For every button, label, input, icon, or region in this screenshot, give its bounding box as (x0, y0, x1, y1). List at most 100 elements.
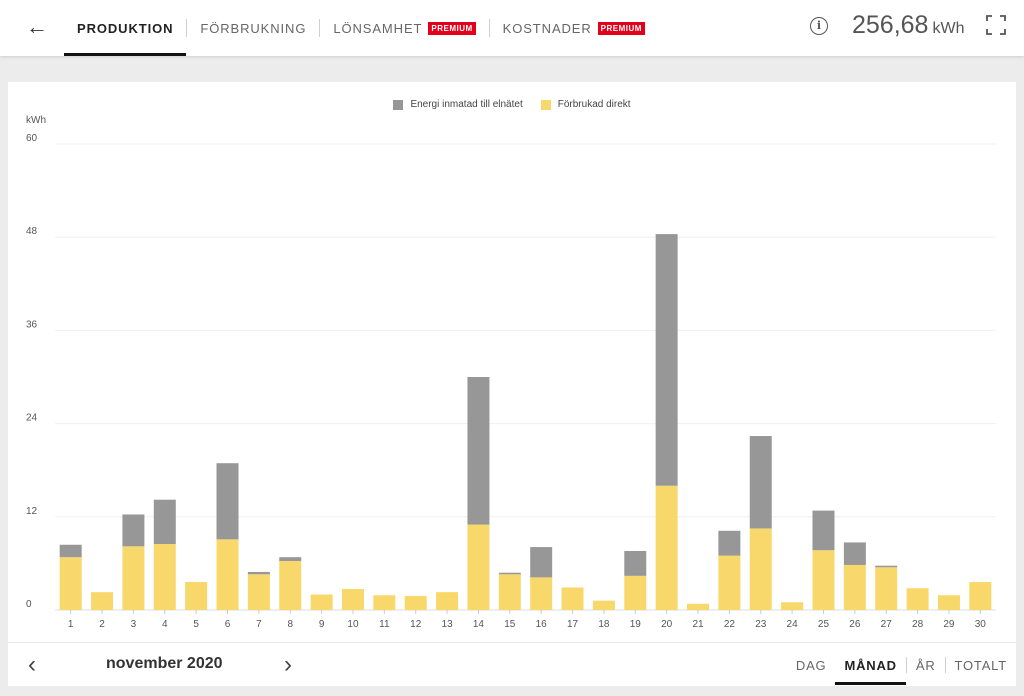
bar-grid-export (216, 463, 239, 540)
x-tick-label: 17 (567, 619, 579, 630)
bar-grid-export (624, 550, 647, 576)
x-tick-label: 4 (162, 619, 168, 630)
view-divider (944, 657, 946, 673)
bar-direct-use (247, 574, 270, 610)
bar-grid-export (530, 547, 553, 578)
view-ar[interactable]: ÅR (907, 643, 945, 687)
fullscreen-icon[interactable] (986, 15, 1006, 35)
bar-direct-use (937, 595, 960, 610)
period-label: november 2020 (106, 655, 223, 672)
y-tick-label: 0 (26, 599, 32, 610)
bar-grid-export (279, 557, 302, 562)
x-tick-label: 29 (943, 619, 955, 630)
chart-footer: ‹ november 2020 › DAG MÅNAD ÅR TOTALT (8, 642, 1016, 687)
info-icon[interactable]: i (810, 17, 828, 35)
total-value: 256,68 (852, 11, 929, 39)
y-tick-label: 24 (26, 413, 38, 424)
y-tick-label: 48 (26, 226, 38, 237)
tab-label: PRODUKTION (77, 20, 174, 36)
tab-lonsamhet[interactable]: LÖNSAMHET PREMIUM (320, 0, 488, 56)
back-arrow-icon[interactable]: ← (26, 14, 48, 39)
x-tick-label: 23 (755, 619, 767, 630)
tab-divider (186, 19, 188, 37)
chevron-left-icon[interactable]: ‹ (28, 651, 36, 678)
chart-panel: kWh 0 12 24 36 48 60 1 2 3 4 5 6 7 8 9 10 11 12 13 14 15 16 17 1… (8, 82, 1016, 686)
bar-direct-use (91, 592, 114, 610)
bar-direct-use (655, 485, 678, 610)
x-tick-label: 30 (975, 619, 987, 630)
legend-item-grid-export[interactable]: Energi inmatad till elnätet (393, 99, 523, 110)
view-dag[interactable]: DAG (787, 643, 836, 687)
view-manad[interactable]: MÅNAD (835, 643, 907, 687)
x-tick-label: 20 (661, 619, 673, 630)
x-tick-label: 21 (692, 619, 704, 630)
main-tabs: PRODUKTION FÖRBRUKNING LÖNSAMHET PREMIUM … (64, 0, 658, 56)
legend-swatch (393, 99, 404, 110)
y-tick-label: 60 (26, 133, 38, 144)
x-tick-label: 2 (99, 619, 105, 630)
bar-direct-use (687, 603, 710, 610)
x-tick-label: 16 (536, 619, 548, 630)
x-tick-label: 1 (68, 619, 74, 630)
x-tick-label: 8 (287, 619, 293, 630)
legend-item-direct-use[interactable]: Förbrukad direkt (540, 99, 631, 110)
bar-direct-use (153, 543, 176, 610)
x-tick-label: 27 (881, 619, 893, 630)
bar-direct-use (592, 600, 615, 610)
x-tick-label: 10 (347, 619, 359, 630)
chevron-right-icon[interactable]: › (284, 651, 292, 678)
tab-divider (319, 19, 321, 37)
bar-grid-export (498, 572, 521, 575)
x-tick-label: 9 (319, 619, 325, 630)
bar-direct-use (749, 528, 772, 610)
tab-label: KOSTNADER (502, 20, 592, 36)
x-tick-label: 19 (630, 619, 642, 630)
x-tick-label: 15 (504, 619, 516, 630)
x-tick-label: 25 (818, 619, 830, 630)
bar-direct-use (843, 564, 866, 610)
x-tick-label: 26 (849, 619, 861, 630)
bar-direct-use (310, 594, 333, 610)
chart-legend: Energi inmatad till elnätet Förbrukad di… (8, 99, 1016, 110)
bar-direct-use (812, 550, 835, 610)
view-totalt[interactable]: TOTALT (946, 643, 1016, 687)
legend-label: Energi inmatad till elnätet (410, 99, 523, 110)
x-tick-label: 7 (256, 619, 262, 630)
bar-direct-use (216, 539, 239, 610)
x-tick-label: 22 (724, 619, 736, 630)
view-label: DAG (795, 657, 827, 673)
bar-direct-use (341, 589, 364, 610)
x-tick-label: 12 (410, 619, 422, 630)
legend-swatch (540, 99, 551, 110)
bar-direct-use (467, 524, 490, 610)
view-divider (905, 657, 907, 673)
y-tick-label: 12 (26, 506, 38, 517)
bar-direct-use (875, 567, 898, 610)
bar-direct-use (59, 557, 82, 610)
bar-grid-export (812, 510, 835, 551)
bar-grid-export (718, 530, 741, 556)
legend-label: Förbrukad direkt (557, 99, 631, 110)
x-tick-label: 14 (473, 619, 485, 630)
bar-grid-export (467, 377, 490, 525)
bar-direct-use (530, 577, 553, 610)
view-label: TOTALT (954, 657, 1007, 673)
view-label: MÅNAD (844, 657, 897, 673)
x-tick-label: 5 (193, 619, 199, 630)
bar-direct-use (122, 546, 145, 610)
tab-label: FÖRBRUKNING (200, 20, 307, 36)
tab-kostnader[interactable]: KOSTNADER PREMIUM (490, 0, 658, 56)
y-axis-unit-label: kWh (26, 115, 46, 126)
top-bar: ← PRODUKTION FÖRBRUKNING LÖNSAMHET PREMIU… (0, 0, 1024, 56)
bar-direct-use (279, 561, 302, 610)
bar-grid-export (153, 499, 176, 544)
tab-label: LÖNSAMHET (333, 20, 423, 36)
bar-grid-export (59, 544, 82, 558)
tab-produktion[interactable]: PRODUKTION (64, 0, 187, 56)
x-tick-label: 11 (379, 619, 390, 630)
bar-direct-use (969, 582, 992, 610)
tab-divider (488, 19, 490, 37)
tab-forbrukning[interactable]: FÖRBRUKNING (187, 0, 319, 56)
premium-badge: PREMIUM (428, 21, 476, 35)
